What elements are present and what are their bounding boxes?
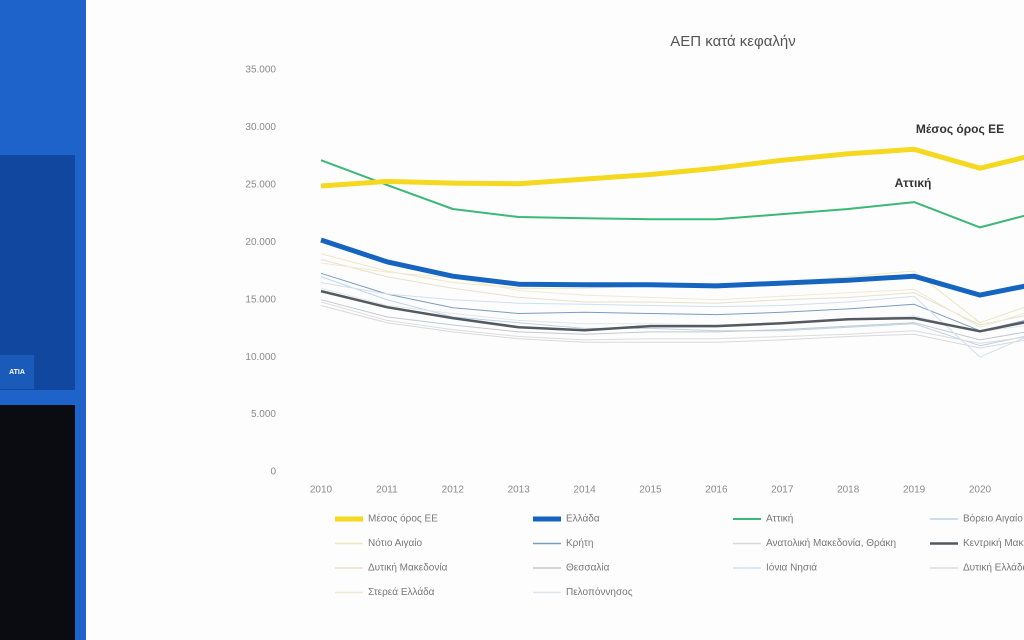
x-tick-label: 2019 [903, 485, 926, 496]
legend-label: Ανατολική Μακεδονία, Θράκη [766, 537, 896, 549]
series-line [320, 159, 1024, 229]
legend-label: Κρήτη [566, 537, 593, 549]
series-line [320, 299, 1024, 341]
x-tick-label: 2011 [376, 485, 398, 496]
annotation: Αττική [895, 176, 932, 190]
series-line [320, 287, 1024, 333]
y-tick-label: 25.000 [245, 179, 276, 190]
legend-label: Αττική [766, 513, 793, 525]
legend-label: Θεσσαλία [566, 562, 610, 574]
series-line [320, 301, 1024, 344]
legend-label: Δυτική Μακεδονία [368, 562, 448, 574]
video-inset-dark [0, 405, 75, 640]
legend-label: Μέσος όρος ΕΕ [368, 513, 438, 525]
legend-label: Δυτική Ελλάδα [963, 562, 1024, 574]
x-tick-label: 2020 [969, 485, 992, 496]
x-tick-label: 2017 [771, 485, 794, 496]
y-tick-label: 15.000 [245, 294, 276, 305]
legend-label: Κεντρική Μακεδονία [963, 537, 1024, 549]
series-line [320, 259, 1024, 326]
y-tick-label: 20.000 [245, 237, 276, 248]
x-tick-label: 2014 [573, 485, 596, 496]
series-line [320, 276, 1024, 347]
x-tick-label: 2012 [442, 485, 465, 496]
legend-label: Ιόνια Νησιά [766, 562, 817, 574]
series-line [320, 146, 1024, 189]
legend-label: Νότιο Αιγαίο [368, 537, 422, 549]
x-tick-label: 2016 [705, 485, 728, 496]
series-line [320, 272, 1024, 332]
legend-label: Στερεά Ελλάδα [368, 586, 435, 598]
x-tick-label: 2010 [310, 485, 333, 496]
series-line [320, 237, 1024, 298]
legend-label: Πελοπόννησος [566, 586, 633, 598]
x-tick-label: 2015 [639, 485, 662, 496]
annotation: Μέσος όρος ΕΕ [916, 122, 1004, 136]
legend-label: Βόρειο Αιγαίο [963, 513, 1023, 525]
y-tick-label: 10.000 [245, 352, 276, 363]
series-line [320, 262, 1024, 328]
series-line [320, 282, 1024, 358]
legend-label: Ελλάδα [566, 513, 600, 525]
y-tick-label: 5.000 [251, 409, 276, 420]
caption-box [0, 355, 34, 389]
overlay-text: ΑΤΙΑ [9, 369, 25, 376]
y-tick-label: 0 [270, 467, 276, 478]
video-inset [0, 155, 75, 390]
x-tick-label: 2018 [837, 485, 860, 496]
y-tick-label: 30.000 [245, 122, 276, 133]
x-tick-label: 2013 [508, 485, 531, 496]
series-line [320, 289, 1024, 333]
chart-title: ΑΕΠ κατά κεφαλήν [670, 33, 795, 50]
series-line [320, 305, 1024, 349]
y-tick-label: 35.000 [245, 65, 276, 76]
